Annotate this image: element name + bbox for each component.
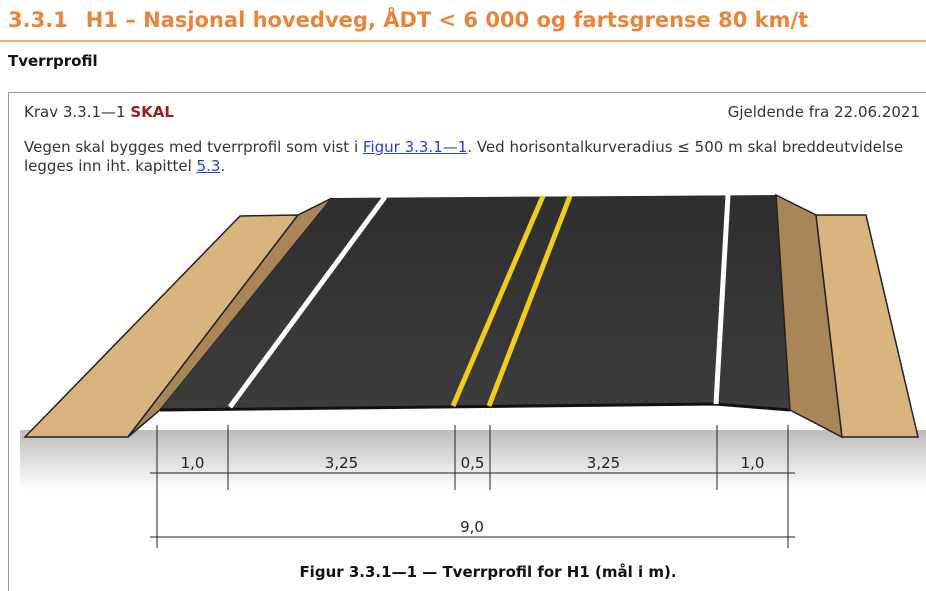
road-edge (159, 402, 791, 412)
dimension-label: 3,25 (325, 454, 358, 472)
centre-line (486, 195, 573, 407)
valid-from: Gjeldende fra 22.06.2021 (727, 103, 920, 121)
text: Vegen skal bygges med tverrprofil som vi… (24, 138, 363, 156)
section-number: 3.3.1 (8, 8, 68, 32)
dimension-label: 3,25 (587, 454, 620, 472)
road-surface (160, 195, 790, 410)
edge-line (227, 195, 388, 409)
figure-link[interactable]: Figur 3.3.1—1 (362, 138, 468, 156)
requirement-box (8, 92, 926, 591)
dimension-lines (150, 425, 795, 548)
dimension-label: 1,0 (181, 454, 205, 472)
ground-shadow (20, 430, 926, 490)
section-title: H1 – Nasjonal hovedveg, ÅDT < 6 000 og f… (85, 8, 809, 32)
centre-line (450, 195, 546, 407)
requirement-id: Krav 3.3.1—1 SKAL (24, 103, 174, 121)
dimension-label: 0,5 (461, 454, 485, 472)
subheading: Tverrprofil (8, 52, 98, 70)
edge-line (713, 194, 731, 405)
requirement-text: Vegen skal bygges med tverrprofil som vi… (24, 138, 924, 176)
dimension-label: 1,0 (741, 454, 765, 472)
heading-rule (0, 40, 926, 42)
requirement-level: SKAL (130, 103, 174, 121)
requirement-number: Krav 3.3.1—1 (24, 103, 126, 121)
figure-caption: Figur 3.3.1—1 — Tverrprofil for H1 (mål … (299, 563, 677, 581)
section-heading: 3.3.1 H1 – Nasjonal hovedveg, ÅDT < 6 000… (8, 8, 808, 32)
text: . (220, 157, 226, 175)
right-slope (815, 214, 919, 438)
chapter-link[interactable]: 5.3 (196, 157, 221, 175)
total-width-label: 9,0 (460, 518, 484, 536)
text: . Ved horisontalkurveradius ≤ 500 m skal… (24, 138, 904, 175)
